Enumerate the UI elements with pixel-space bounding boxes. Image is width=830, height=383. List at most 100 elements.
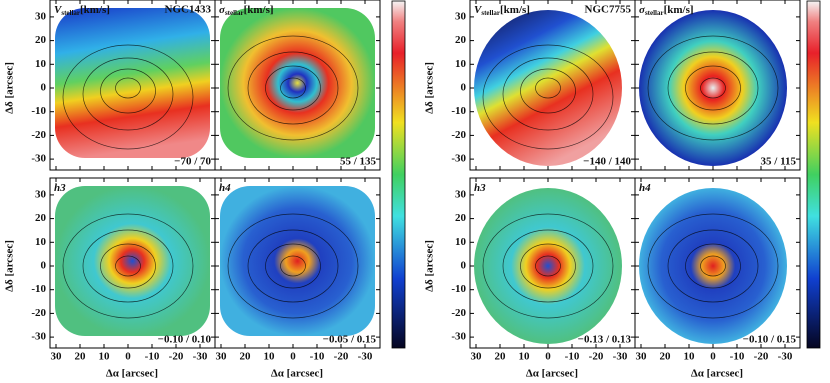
panel-frame — [634, 177, 801, 349]
x-tick-label: 20 — [660, 351, 672, 363]
galaxy-name: NGC1433 — [165, 4, 212, 16]
x-tick-label: -30 — [613, 351, 628, 363]
y-tick-label: -10 — [451, 105, 466, 117]
map — [639, 188, 787, 344]
y-tick-label: 0 — [461, 260, 467, 272]
map — [474, 10, 622, 166]
contour — [535, 255, 561, 277]
panel-label: σstellar[km/s] — [219, 4, 274, 17]
map — [55, 8, 210, 158]
contour — [227, 213, 359, 319]
y-tick-label: -20 — [31, 129, 46, 141]
map-panel: h3 −0.13 / 0.13 — [469, 177, 636, 349]
x-axis-label: Δα [arcsec] — [691, 368, 743, 380]
contour — [535, 77, 561, 99]
y-tick-label: 10 — [35, 58, 47, 70]
map-panel: σstellar[km/s] 35 / 115 — [634, 0, 801, 171]
y-axis-label: Δδ [arcsec] — [424, 62, 436, 114]
unit: [km/s] — [80, 4, 110, 16]
map — [639, 10, 787, 166]
symbol: V — [474, 4, 483, 16]
map-panel: Vstellar[km/s] NGC7755 −140 / 140 — [469, 0, 636, 171]
galaxy-name: NGC7755 — [585, 4, 632, 16]
map-panel: Vstellar[km/s] NGC1433 −70 / 70 — [49, 0, 216, 171]
y-tick-label: 0 — [461, 82, 467, 94]
contour — [115, 255, 141, 277]
contour — [100, 243, 156, 289]
contour — [520, 68, 576, 114]
x-tick-label: 0 — [125, 351, 131, 363]
panel-label: h3 — [54, 182, 66, 194]
x-tick-label: -20 — [334, 351, 349, 363]
map — [474, 188, 622, 344]
y-tick-label: 10 — [35, 236, 47, 248]
range-label: −0.05 / 0.15 — [323, 334, 377, 346]
panel-label: h3 — [474, 182, 486, 194]
x-tick-label: 0 — [545, 351, 551, 363]
x-tick-label: 20 — [75, 351, 87, 363]
x-tick-label: 30 — [471, 351, 483, 363]
y-tick-label: 20 — [35, 212, 47, 224]
symbol: V — [54, 4, 63, 16]
x-tick-label: 30 — [636, 351, 648, 363]
y-tick-label: 10 — [455, 236, 467, 248]
contour — [82, 229, 174, 303]
x-tick-label: 10 — [519, 351, 531, 363]
y-tick-label: 10 — [455, 58, 467, 70]
range-label: −0.10 / 0.15 — [743, 334, 797, 346]
x-tick-label: -10 — [730, 351, 745, 363]
subscript: stellar — [61, 9, 80, 17]
contour — [667, 229, 759, 303]
panel-label: Vstellar[km/s] — [54, 4, 110, 17]
contour — [62, 44, 194, 150]
subscript: stellar — [645, 9, 664, 17]
panel-label: h4 — [639, 182, 651, 194]
y-tick-label: 20 — [455, 34, 467, 46]
panel-frame — [634, 0, 801, 171]
y-tick-label: -10 — [451, 283, 466, 295]
contour — [520, 243, 576, 289]
y-tick-label: 30 — [35, 10, 47, 22]
range-label: −0.13 / 0.13 — [578, 334, 632, 346]
range-label: 35 / 115 — [761, 156, 797, 168]
contour — [247, 229, 339, 303]
map-panel: h4 −0.05 / 0.15 — [214, 177, 381, 349]
contour — [100, 68, 156, 114]
x-tick-label: 10 — [264, 351, 276, 363]
y-tick-label: 30 — [455, 10, 467, 22]
symbol: h3 — [474, 182, 486, 194]
contour — [227, 35, 359, 141]
x-tick-label: -10 — [310, 351, 325, 363]
contour — [280, 77, 306, 99]
colorbar — [806, 0, 821, 349]
x-tick-label: 20 — [240, 351, 252, 363]
x-axis-label: Δα [arcsec] — [106, 368, 158, 380]
contour — [482, 44, 614, 150]
contour — [700, 77, 726, 99]
x-tick-label: -20 — [754, 351, 769, 363]
contour — [685, 243, 741, 289]
contour — [647, 213, 779, 319]
contour — [502, 57, 594, 131]
y-tick-label: -30 — [451, 153, 466, 165]
map — [55, 186, 210, 336]
x-tick-label: 10 — [684, 351, 696, 363]
x-tick-label: 30 — [216, 351, 228, 363]
y-axis-label: Δδ [arcsec] — [424, 240, 436, 292]
symbol: σ — [639, 4, 646, 16]
map-panel: σstellar[km/s] 55 / 135 — [214, 0, 381, 171]
map — [220, 186, 375, 336]
contour — [82, 57, 174, 131]
range-label: −70 / 70 — [174, 156, 211, 168]
x-tick-label: 0 — [290, 351, 296, 363]
y-tick-label: 0 — [41, 260, 47, 272]
y-axis-label: Δδ [arcsec] — [4, 62, 16, 114]
contour — [502, 229, 594, 303]
panel-label: σstellar[km/s] — [639, 4, 694, 17]
y-tick-label: -10 — [31, 283, 46, 295]
x-tick-label: 30 — [51, 351, 63, 363]
y-tick-label: -10 — [31, 105, 46, 117]
symbol: h4 — [639, 182, 651, 194]
x-axis-label: Δα [arcsec] — [271, 368, 323, 380]
contour — [265, 243, 321, 289]
